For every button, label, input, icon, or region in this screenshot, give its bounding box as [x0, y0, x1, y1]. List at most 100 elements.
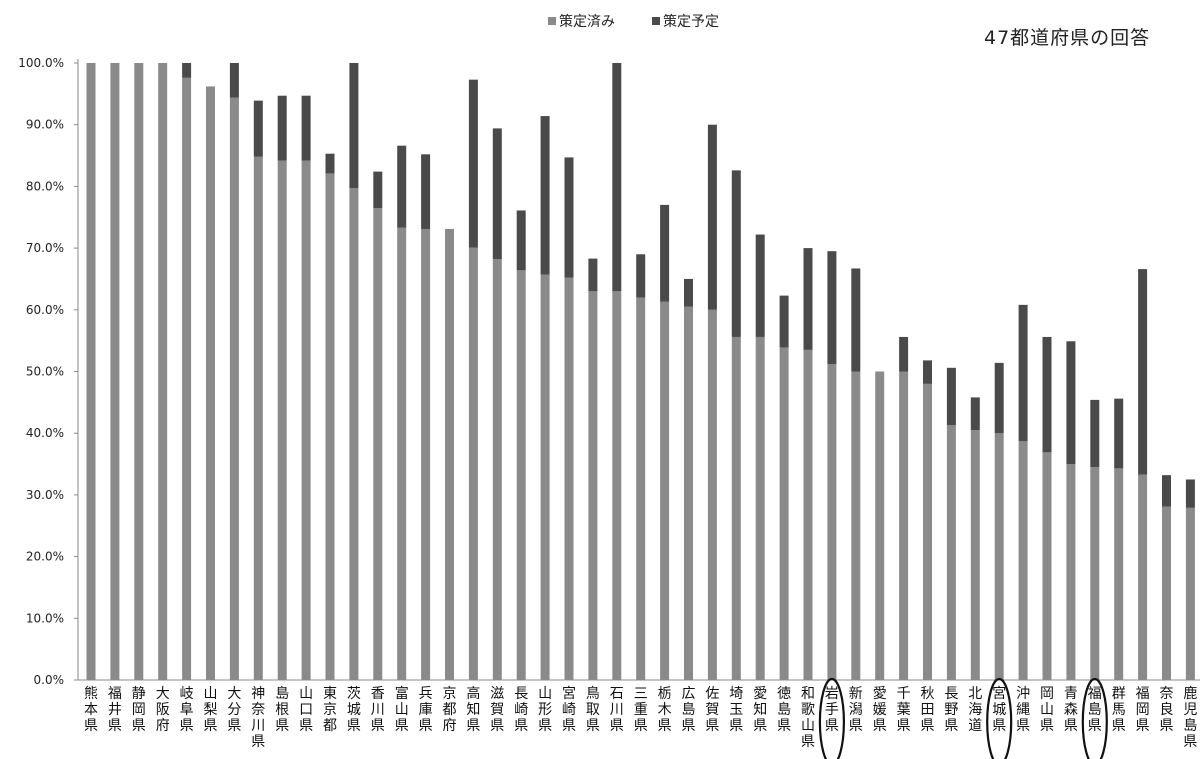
bar-segment-planned — [970, 397, 980, 431]
bar-segment-done — [827, 364, 837, 680]
x-tick-label: 佐賀県 — [705, 686, 719, 734]
bar-segment-planned — [588, 258, 598, 292]
x-tick-label: 福井県 — [108, 686, 122, 734]
bar-segment-done — [1042, 452, 1052, 680]
chart-annotation: 47都道府県の回答 — [984, 27, 1150, 49]
bar-segment-planned — [253, 100, 263, 157]
bar-segment-done — [1018, 441, 1028, 680]
highlight-oval — [986, 677, 1013, 759]
x-tick-label: 三重県 — [634, 686, 648, 734]
x-tick-label: 北海道 — [968, 686, 982, 734]
x-tick-label: 沖縄県 — [1016, 686, 1030, 734]
bar-segment-done — [1066, 464, 1076, 680]
bar-segment-done — [684, 306, 693, 680]
axes-layer: 0.0% 10.0% 20.0% 30.0% 40.0% 50.0% 60.0% 70.0% 8… — [18, 56, 1200, 687]
bar-segment-done — [731, 336, 741, 680]
bar-segment-done — [564, 277, 574, 680]
bar-segment-done — [1138, 474, 1148, 680]
y-tick-label: 20.0% — [26, 550, 64, 564]
bar-segment-planned — [182, 63, 192, 78]
bar-segment-done — [134, 63, 144, 680]
x-tick-label: 宮城県 — [992, 686, 1006, 734]
x-tick-label: 岡山県 — [1040, 686, 1054, 734]
bar-segment-done — [421, 228, 431, 680]
x-tick-label: 山形県 — [538, 686, 552, 734]
x-tick-label: 兵庫県 — [419, 686, 433, 734]
y-tick-label: 70.0% — [26, 241, 64, 255]
y-tick-label: 50.0% — [26, 365, 64, 379]
bar-segment-done — [206, 86, 215, 681]
bar-segment-planned — [1042, 336, 1052, 453]
y-tick-label: 0.0% — [34, 673, 65, 687]
bar-segment-done — [779, 347, 789, 680]
x-tick-label: 神奈川県 — [251, 686, 265, 750]
bar-segment-done — [755, 336, 765, 680]
bar-segment-planned — [1066, 341, 1076, 465]
x-tick-label: 長崎県 — [514, 686, 528, 734]
x-tick-label: 福岡県 — [1136, 686, 1150, 734]
x-tick-label: 宮崎県 — [562, 686, 576, 734]
highlight-oval — [818, 677, 845, 759]
bar-segment-planned — [277, 95, 287, 161]
bar-segment-planned — [827, 251, 837, 365]
highlight-oval — [1081, 677, 1108, 759]
bar-segment-done — [612, 291, 622, 680]
bar-segment-planned — [1162, 475, 1171, 507]
y-tick-label: 90.0% — [26, 118, 64, 132]
y-tick-label: 40.0% — [26, 426, 64, 440]
bar-segment-done — [851, 371, 861, 680]
x-tick-label: 広島県 — [682, 686, 696, 734]
bar-segment-planned — [1138, 269, 1148, 475]
bar-segment-done — [946, 425, 956, 680]
bar-segment-done — [182, 77, 192, 681]
x-tick-label: 大分県 — [227, 686, 241, 734]
x-tick-label: 秋田県 — [921, 686, 935, 734]
x-tick-label: 静岡県 — [132, 686, 146, 734]
bar-segment-done — [970, 430, 980, 680]
bar-segment-planned — [468, 79, 478, 248]
bar-segment-planned — [899, 336, 909, 372]
y-tick-label: 80.0% — [26, 179, 64, 193]
x-tick-label: 徳島県 — [777, 686, 791, 734]
bar-segment-planned — [994, 362, 1004, 434]
bar-segment-planned — [301, 95, 311, 161]
bar-segment-planned — [373, 171, 383, 208]
bar-segment-done — [923, 383, 932, 680]
x-tick-label: 和歌山県 — [801, 686, 815, 750]
bar-segment-done — [540, 274, 550, 680]
bar-segment-done — [492, 259, 502, 680]
x-tick-label: 岩手県 — [825, 686, 839, 734]
bar-segment-done — [994, 433, 1004, 680]
x-tick-label: 栃木県 — [658, 686, 672, 734]
bar-segment-done — [803, 349, 813, 680]
bar-segment-planned — [612, 63, 622, 292]
x-tick-label: 富山県 — [395, 685, 409, 734]
bar-segment-done — [397, 227, 407, 680]
bar-segment-done — [707, 309, 717, 680]
bar-segment-planned — [492, 128, 502, 260]
x-tick-label: 群馬県 — [1112, 686, 1126, 734]
bar-segment-done — [899, 371, 909, 680]
y-tick-label: 100.0% — [18, 56, 64, 70]
bar-segment-done — [158, 63, 168, 680]
bar-segment-done — [253, 156, 263, 680]
bar-segment-done — [1114, 468, 1124, 680]
legend-entry: 策定済み — [559, 13, 615, 30]
bar-segment-done — [229, 97, 239, 680]
bar-segment-planned — [779, 295, 789, 348]
x-tick-label: 長野県 — [944, 686, 958, 734]
bar-segment-planned — [946, 367, 956, 426]
bar-segment-done — [1185, 507, 1195, 680]
bar-segment-planned — [923, 360, 932, 384]
bar-segment-planned — [731, 170, 741, 337]
bar-segment-planned — [684, 278, 693, 307]
x-tick-label: 京都府 — [443, 686, 457, 734]
x-tick-label: 山梨県 — [204, 686, 218, 734]
bar-segment-done — [636, 297, 646, 680]
bar-segment-done — [660, 301, 670, 680]
legend-swatch — [548, 17, 556, 25]
x-tick-label: 新潟県 — [849, 686, 863, 734]
x-tick-label: 島根県 — [275, 686, 289, 734]
